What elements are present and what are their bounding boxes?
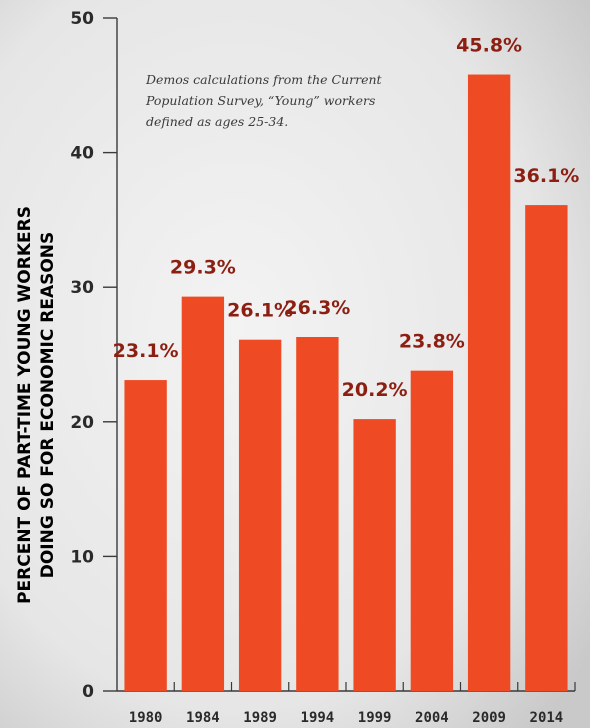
x-tick-label: 1999 — [358, 710, 392, 726]
x-tick-label: 1984 — [186, 710, 220, 726]
x-tick-label: 2009 — [472, 710, 506, 726]
y-tick-label: 0 — [82, 682, 94, 702]
y-tick-label: 50 — [70, 9, 94, 29]
annotation-line-3: defined as ages 25-34. — [146, 114, 288, 129]
x-tick-label: 1994 — [301, 710, 335, 726]
y-axis-label-line-2: DOING SO FOR ECONOMIC REASONS — [38, 232, 58, 579]
bar-1994 — [296, 337, 339, 691]
x-tick-label: 2014 — [530, 710, 564, 726]
data-label-1999: 20.2% — [342, 379, 408, 401]
data-label-1984: 29.3% — [170, 257, 236, 279]
bar-2014 — [525, 205, 568, 691]
data-label-2014: 36.1% — [513, 165, 579, 187]
data-label-1980: 23.1% — [113, 340, 179, 362]
x-tick-label: 1980 — [129, 710, 163, 726]
data-label-1989: 26.1% — [227, 300, 293, 322]
y-tick-label: 30 — [70, 278, 94, 298]
y-tick-label: 40 — [70, 144, 94, 164]
annotation-line-2: Population Survey, “Young” workers — [145, 93, 375, 108]
data-label-1994: 26.3% — [284, 297, 350, 319]
bar-1989 — [238, 339, 282, 691]
data-label-2004: 23.8% — [399, 331, 465, 353]
bar-1980 — [124, 380, 167, 691]
bar-1999 — [353, 419, 396, 691]
bar-2009 — [467, 74, 511, 692]
y-tick-label: 20 — [70, 413, 94, 433]
data-label-2009: 45.8% — [456, 35, 522, 57]
annotation-line-1: Demos calculations from the Current — [145, 72, 383, 87]
y-axis-label-line-1: PERCENT OF PART-TIME YOUNG WORKERS — [15, 206, 35, 604]
x-tick-label: 1989 — [243, 710, 277, 726]
bar-2004 — [410, 370, 454, 691]
bar-1984 — [181, 296, 225, 691]
y-tick-label: 10 — [70, 547, 94, 567]
x-tick-label: 2004 — [415, 710, 449, 726]
